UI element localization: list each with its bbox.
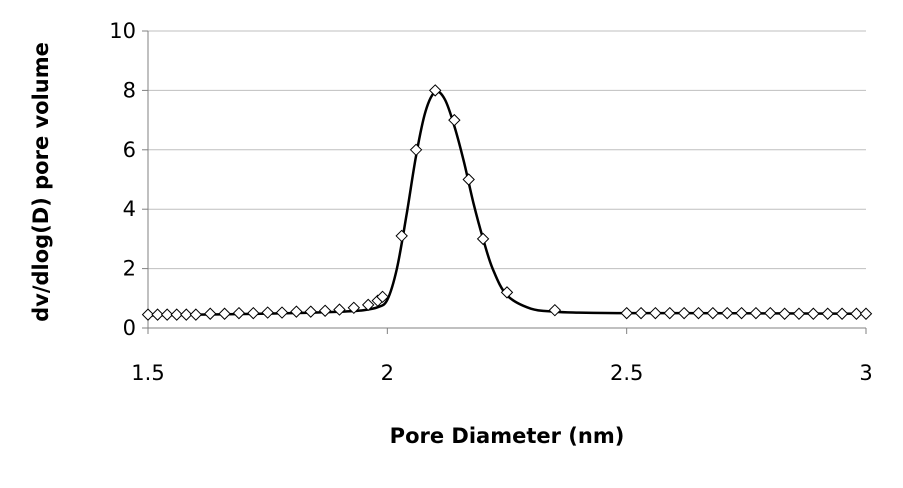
- x-tick-label: 2: [381, 361, 394, 385]
- data-point: [318, 304, 332, 317]
- data-point: [706, 306, 720, 320]
- data-point: [409, 143, 423, 157]
- gridlines: [148, 30, 866, 270]
- data-point: [462, 173, 475, 186]
- x-axis-title: Pore Diameter (nm): [390, 424, 625, 448]
- data-point: [218, 307, 231, 320]
- data-point: [160, 308, 174, 321]
- data-point: [735, 306, 748, 320]
- data-point: [290, 305, 303, 318]
- data-point: [261, 306, 274, 319]
- y-tick-label: 8: [123, 78, 136, 102]
- data-point: [720, 306, 734, 320]
- tick-labels: 0 2 4 6 8 10 1.5 2 2.5 3: [109, 19, 872, 385]
- data-point: [333, 303, 346, 316]
- data-point: [395, 229, 408, 243]
- data-point: [189, 308, 203, 321]
- y-tick-label: 0: [123, 316, 136, 340]
- data-point: [151, 308, 164, 321]
- data-point: [180, 308, 193, 321]
- data-point: [620, 306, 633, 320]
- data-point: [692, 306, 705, 320]
- data-point: [275, 306, 289, 319]
- data-point: [764, 306, 777, 320]
- data-point: [821, 307, 834, 320]
- data-point: [232, 306, 246, 320]
- x-tick-label: 3: [859, 361, 872, 385]
- data-point: [850, 307, 863, 320]
- data-point: [347, 301, 361, 315]
- data-point: [778, 307, 791, 320]
- data-point: [749, 306, 763, 320]
- data-markers: [141, 84, 873, 321]
- y-tick-label: 6: [123, 138, 136, 162]
- data-point: [448, 113, 461, 127]
- y-tick-label: 4: [123, 197, 136, 221]
- fit-curve: [147, 90, 867, 317]
- data-point: [204, 307, 217, 320]
- data-point: [677, 306, 691, 320]
- x-tick-label: 2.5: [610, 361, 643, 385]
- data-point: [548, 303, 562, 317]
- data-point: [634, 306, 648, 320]
- y-tick-label: 2: [123, 257, 136, 281]
- data-point: [170, 308, 183, 321]
- y-axis-title: dv/dlog(D) pore volume: [29, 42, 53, 322]
- data-point: [807, 307, 820, 320]
- y-tick-label: 10: [109, 19, 136, 43]
- data-point: [428, 84, 442, 97]
- data-point: [141, 308, 155, 321]
- data-point: [649, 306, 662, 320]
- data-point: [361, 298, 375, 312]
- data-point: [376, 290, 389, 304]
- x-tick-label: 1.5: [131, 361, 164, 385]
- data-point: [792, 307, 806, 320]
- fit-curve-line: [147, 90, 867, 317]
- data-point: [247, 306, 260, 320]
- data-point: [476, 232, 490, 246]
- axes: [142, 30, 867, 334]
- data-point: [663, 306, 676, 320]
- data-point: [304, 305, 317, 318]
- data-point: [859, 307, 873, 320]
- data-point: [835, 307, 849, 320]
- data-point: [500, 286, 514, 299]
